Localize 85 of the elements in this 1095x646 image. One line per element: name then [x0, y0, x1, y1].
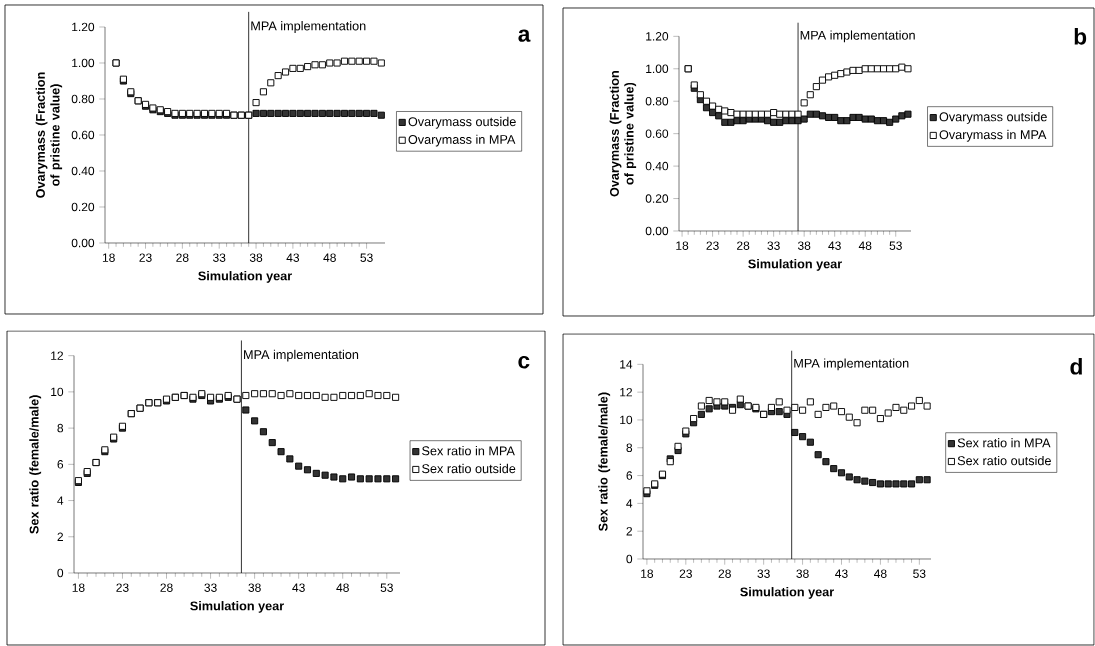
y-tick-label: 10: [51, 387, 64, 397]
y-tick-label: 6: [626, 471, 633, 480]
x-tick-label: 48: [858, 241, 872, 250]
y-tick-label: 1.00: [72, 58, 95, 68]
x-axis-title: Simulation year: [740, 587, 834, 599]
x-tick-label: 48: [336, 583, 349, 592]
y-tick-label: 1.00: [646, 64, 669, 74]
y-tick-label: 0.00: [71, 238, 95, 248]
y-tick-label: 0.40: [645, 161, 669, 171]
legend-label: Ovarymass in MPA: [408, 134, 516, 147]
x-tick-label: 33: [213, 253, 226, 262]
x-tick-label: 38: [796, 569, 809, 578]
x-tick-label: 53: [360, 253, 373, 262]
legend-label: Ovarymass outside: [939, 112, 1047, 124]
x-tick-label: 23: [679, 569, 692, 578]
y-tick-label: 0.40: [71, 166, 95, 176]
y-tick-label: 0.80: [71, 94, 95, 104]
x-tick-label: 18: [676, 241, 689, 250]
x-tick-label: 43: [835, 569, 848, 578]
y-tick-label: 4: [626, 499, 633, 508]
x-tick-label: 48: [323, 253, 336, 262]
y-tick-label: 4: [57, 496, 64, 505]
y-tick-label: 8: [57, 423, 64, 433]
y-tick-label: 12: [620, 387, 632, 397]
y-tick-label: 0.80: [645, 96, 669, 106]
y-tick-label: 0.00: [645, 226, 669, 236]
text: b: [1074, 28, 1087, 45]
y-tick-label: 0.20: [645, 194, 669, 203]
x-axis-title: Simulation year: [748, 259, 842, 271]
x-tick-label: 23: [116, 583, 129, 592]
y-tick-label: 1.20: [646, 32, 669, 41]
legend-label: Sex ratio in MPA: [957, 438, 1051, 448]
x-tick-label: 28: [176, 253, 189, 262]
x-tick-label: 53: [913, 569, 926, 578]
legend-label: Sex ratio outside: [957, 455, 1051, 466]
y-tick-label: 0.60: [71, 130, 95, 140]
x-tick-label: 38: [248, 583, 261, 592]
x-tick-label: 28: [718, 569, 731, 578]
x-tick-label: 53: [889, 241, 902, 250]
y-tick-label: 0: [626, 554, 633, 564]
y-tick-label: 2: [57, 532, 63, 541]
legend-label: Sex ratio outside: [422, 463, 516, 474]
y-tick-label: 2: [626, 526, 632, 536]
x-tick-label: 28: [737, 241, 750, 250]
text: a: [518, 29, 531, 42]
y-tick-label: 8: [626, 443, 633, 453]
legend-label: Sex ratio in MPA: [422, 446, 515, 456]
x-tick-label: 38: [797, 241, 811, 250]
y-tick-label: 0.60: [645, 129, 669, 138]
legend-label: Ovarymass outside: [408, 116, 516, 129]
ref-line-label: MPA implementation: [251, 21, 366, 33]
y-tick-label: 12: [51, 351, 63, 360]
x-tick-label: 18: [102, 253, 115, 262]
y-axis-title: Sex ratio (female/male): [29, 395, 42, 534]
x-tick-label: 43: [828, 241, 841, 250]
x-tick-label: 43: [292, 583, 305, 592]
ref-line-label: MPA implementation: [794, 358, 909, 371]
x-tick-label: 23: [706, 241, 719, 250]
y-tick-label: 0: [57, 568, 64, 578]
y-axis-title: Ovarymass (Fraction of pristine value): [609, 71, 637, 197]
y-axis-title: Sex ratio (female/male): [598, 392, 611, 532]
x-tick-label: 18: [72, 583, 85, 592]
x-tick-label: 48: [874, 569, 887, 578]
y-tick-label: 6: [57, 460, 64, 469]
ref-line-label: MPA implementation: [800, 30, 915, 43]
text: c: [518, 355, 530, 369]
x-tick-label: 38: [249, 253, 263, 262]
x-axis-title: Simulation year: [198, 271, 292, 283]
x-tick-label: 33: [767, 241, 780, 250]
text: d: [1070, 357, 1082, 375]
y-tick-label: 10: [620, 415, 633, 425]
x-tick-label: 28: [160, 583, 173, 592]
x-tick-label: 23: [139, 253, 152, 262]
x-tick-label: 53: [380, 583, 393, 592]
x-tick-label: 18: [641, 569, 654, 578]
x-tick-label: 43: [286, 253, 300, 262]
y-tick-label: 14: [620, 360, 633, 369]
legend-label: Ovarymass in MPA: [939, 129, 1047, 142]
x-tick-label: 33: [757, 569, 770, 578]
y-axis-title: Ovarymass (Fraction of pristine value): [35, 72, 63, 198]
y-tick-label: 0.20: [71, 202, 95, 212]
ref-line-label: MPA implementation: [244, 349, 359, 362]
x-axis-title: Simulation year: [190, 601, 284, 613]
y-tick-label: 1.20: [72, 22, 95, 32]
x-tick-label: 33: [204, 583, 217, 592]
